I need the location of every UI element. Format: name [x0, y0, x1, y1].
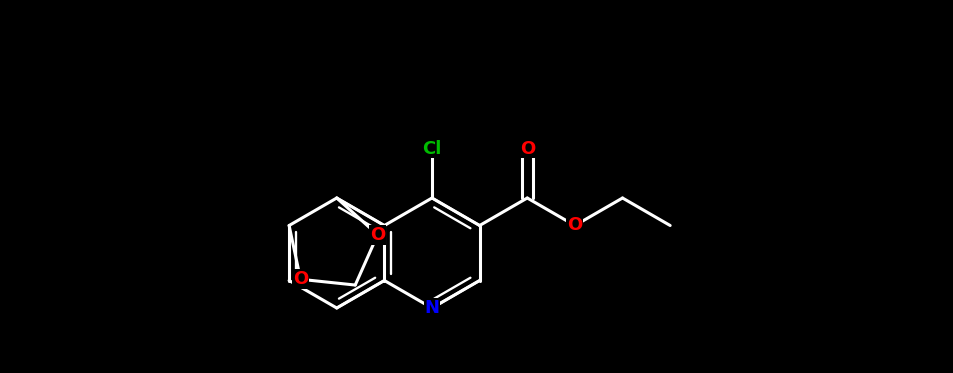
Text: O: O [293, 270, 308, 288]
Text: Cl: Cl [422, 140, 441, 157]
Text: N: N [424, 299, 439, 317]
Text: O: O [567, 216, 582, 235]
Text: O: O [519, 140, 535, 157]
Text: O: O [370, 226, 385, 244]
